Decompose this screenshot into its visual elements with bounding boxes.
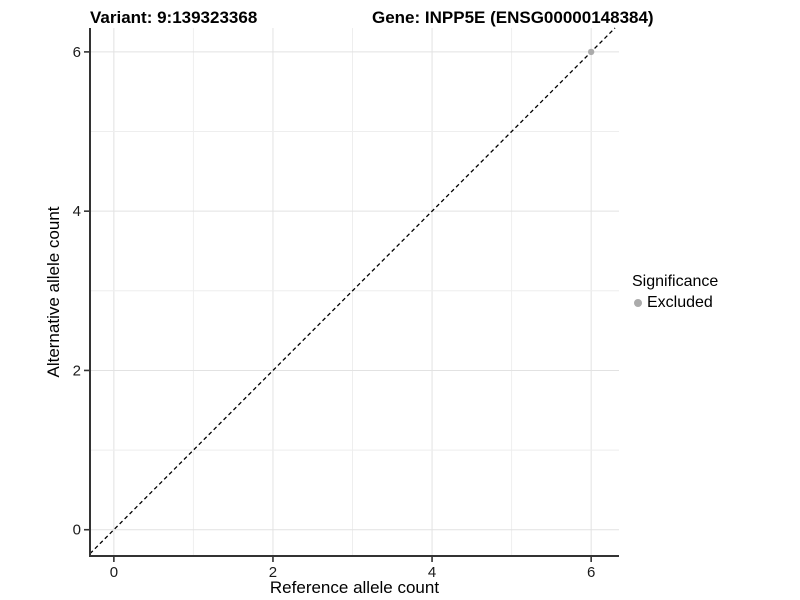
x-tick-label: 4	[428, 564, 436, 581]
identity-line	[89, 27, 616, 555]
variant-title: Variant: 9:139323368	[90, 8, 258, 27]
y-tick-label: 6	[73, 44, 81, 61]
y-tick-label: 4	[73, 203, 81, 220]
x-tick-label: 6	[587, 564, 595, 581]
x-axis-title: Reference allele count	[269, 578, 440, 597]
x-tick-label: 2	[269, 564, 277, 581]
y-axis-title: Alternative allele count	[44, 206, 63, 378]
gene-title: Gene: INPP5E (ENSG00000148384)	[372, 8, 654, 27]
data-point	[587, 48, 595, 56]
legend: Significance Excluded	[630, 272, 718, 312]
y-tick-label: 0	[73, 522, 81, 539]
legend-item-label: Excluded	[647, 294, 713, 311]
x-tick-label: 0	[110, 564, 118, 581]
legend-title: Significance	[632, 273, 719, 290]
excluded-point-icon	[634, 299, 642, 307]
legend-item-excluded: Excluded	[630, 294, 718, 312]
y-tick-label: 2	[73, 362, 81, 379]
